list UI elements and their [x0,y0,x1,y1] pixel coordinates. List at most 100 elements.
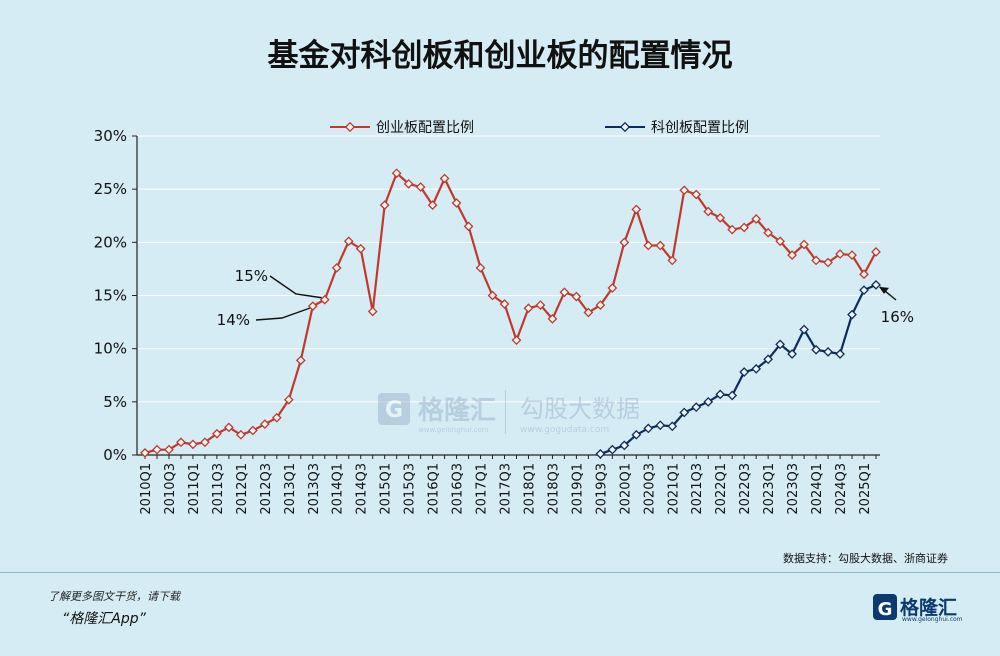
data-point [631,429,642,440]
data-point [511,335,522,346]
data-point [403,178,414,189]
data-point [212,428,222,439]
data-point [475,262,486,273]
data-point [751,363,762,374]
x-tick-label: 2018Q3 [546,463,561,515]
data-point [859,285,869,296]
data-point [571,291,582,302]
watermark-name: 勾股大数据 [520,395,640,423]
footer-app-name: “格隆汇App” [62,611,146,627]
x-tick-label: 2022Q1 [714,463,729,515]
annotation-leader [269,275,322,299]
watermark-url: www.gogudata.com [520,425,609,435]
watermark-logo-icon [378,393,410,425]
brand-g-icon: G [873,594,897,620]
data-point [523,303,534,314]
data-point [164,444,174,455]
data-point [739,222,750,233]
data-point [391,168,402,179]
x-tick-label: 2020Q3 [642,463,657,515]
data-point [259,419,270,430]
data-point [691,402,702,413]
data-point [224,422,234,433]
data-point [811,344,821,355]
data-point [200,437,210,448]
x-tick-label: 2021Q1 [666,463,681,515]
x-tick-label: 2011Q1 [187,463,202,515]
data-point [703,396,714,407]
y-tick-label: 20% [94,233,127,251]
x-tick-label: 2017Q3 [499,463,514,515]
data-point [871,279,881,290]
data-point [715,212,726,223]
data-point [439,173,450,184]
footer-divider [0,572,1000,573]
x-tick-label: 2014Q1 [331,463,346,515]
data-point [847,309,857,320]
legend-label: 科创板配置比例 [651,120,749,136]
x-tick-label: 2015Q3 [403,463,418,515]
series-line [144,172,877,454]
data-point [247,425,258,436]
x-tick-label: 2024Q1 [810,463,825,515]
data-point [427,200,438,210]
data-point [319,294,330,305]
data-point [415,182,426,192]
data-point [727,224,738,235]
data-point [607,283,618,293]
annotation-label: 16% [881,308,914,326]
data-point [655,420,666,431]
data-point [559,287,570,298]
svg-text:G: G [385,398,403,423]
legend-marker [619,121,631,133]
x-tick-label: 2014Q3 [355,463,370,515]
data-point [188,439,198,450]
y-tick-label: 15% [94,287,127,305]
x-tick-label: 2021Q3 [690,463,705,515]
x-tick-label: 2016Q3 [451,463,466,515]
data-point [307,301,318,312]
y-tick-label: 0% [103,446,127,464]
legend: 创业板配置比例 科创板配置比例 [330,120,749,136]
data-point [643,423,654,434]
data-point [176,437,186,448]
series-group [595,279,881,459]
data-point [140,447,150,458]
footer-note: 了解更多图文干货，请下载 [48,590,180,603]
x-tick-label: 2020Q1 [618,463,633,515]
data-point [823,257,833,268]
x-tick-label: 2011Q3 [211,463,226,515]
gridlines [137,135,880,403]
x-tick-label: 2019Q3 [594,463,609,515]
data-point [835,249,845,259]
data-point [799,324,809,335]
x-tick-label: 2013Q1 [283,463,298,515]
data-point [691,189,702,200]
x-tick-label: 2024Q3 [834,463,849,515]
legend-label: 创业板配置比例 [376,120,474,136]
watermark: G 格隆汇 www.gelonghui.com 勾股大数据 www.goguda… [378,390,640,435]
data-point [763,354,774,365]
x-tick-label: 2018Q1 [522,463,537,515]
data-point [859,269,869,280]
x-tick-label: 2023Q1 [762,463,777,515]
data-point [763,227,774,238]
data-point [667,255,678,266]
watermark-brand: 格隆汇 [418,395,496,426]
data-point [703,206,714,217]
series-line [600,283,877,455]
x-tick-label: 2016Q1 [427,463,442,515]
data-point [379,200,390,210]
x-tick-label: 2015Q1 [379,463,394,515]
legend-marker [344,121,356,133]
data-point [727,390,738,401]
y-tick-label: 5% [103,393,127,411]
data-point [355,243,366,254]
data-point [739,367,750,377]
data-point [799,239,809,250]
chart-title: 基金对科创板和创业板的配置情况 [268,38,733,74]
annotation-arrowhead [879,286,889,294]
x-tick-label: 2010Q1 [139,463,154,515]
data-point [619,237,630,248]
data-point [835,349,845,359]
